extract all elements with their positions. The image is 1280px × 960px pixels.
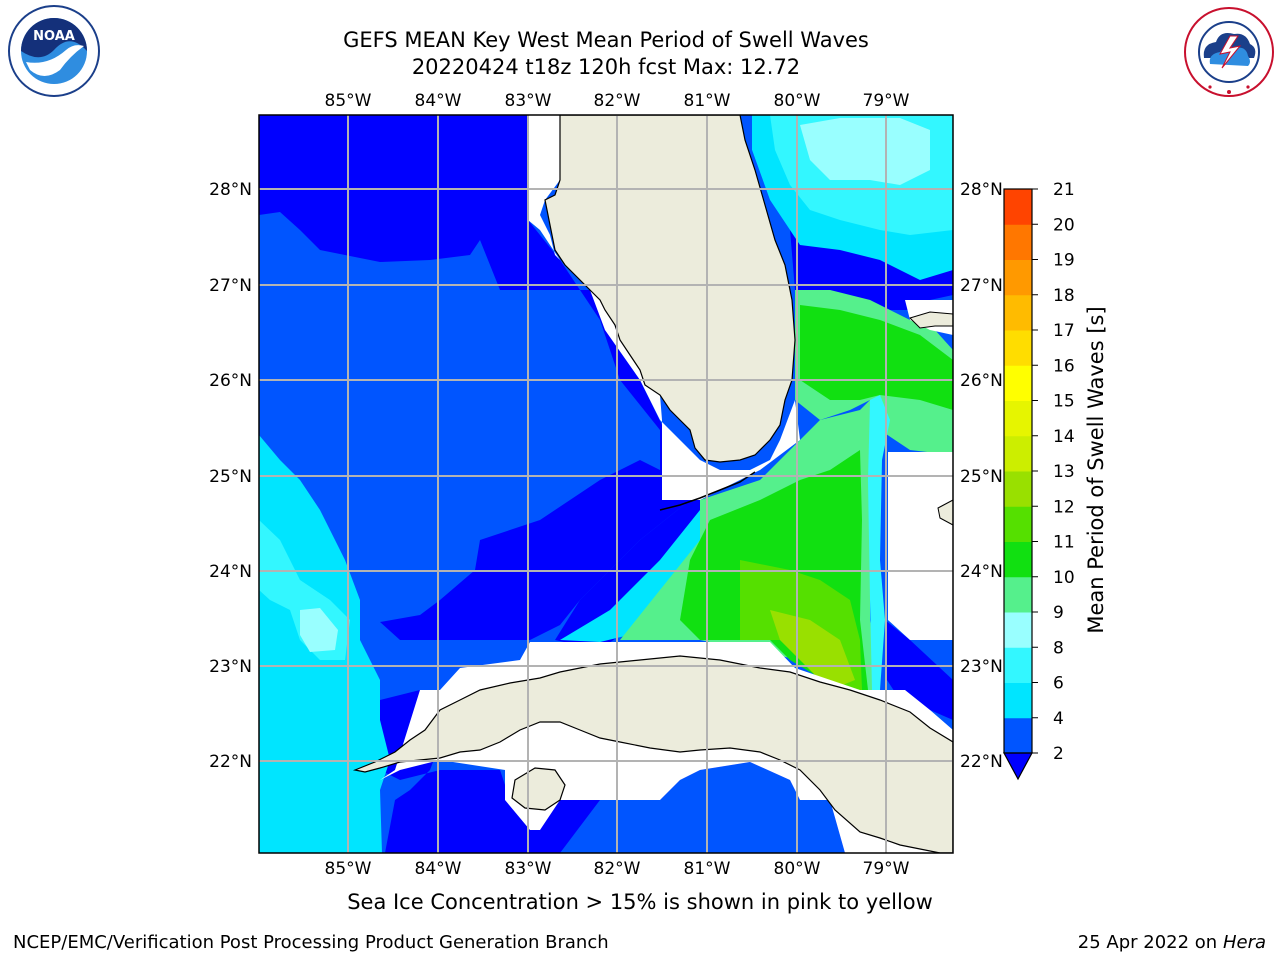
colorbar-segment: [1004, 717, 1032, 754]
florida-keys: [659, 471, 756, 511]
sea-ice-caption: Sea Ice Concentration > 15% is shown in …: [347, 890, 933, 914]
colorbar-segment: [1004, 682, 1032, 719]
lon-label-bottom: 80°W: [774, 859, 821, 879]
colorbar-tick-label: 17: [1053, 321, 1075, 341]
lat-label-right: 25°N: [960, 467, 1003, 487]
lon-label-bottom: 82°W: [594, 859, 641, 879]
colorbar-tick-label: 6: [1053, 674, 1064, 694]
colorbar-tick-label: 9: [1053, 603, 1064, 623]
footer-date: 25 Apr 2022 on Hera: [1078, 932, 1266, 953]
footer-date-text: 25 Apr 2022 on: [1077, 932, 1223, 953]
map-field: [259, 115, 953, 853]
no-data-bahamas: [888, 452, 953, 640]
colorbar: 2 4 6 8 9 10 11 12 13 14 15 16 17 18 19 20 21: [1002, 180, 1075, 781]
colorbar-segment: [1004, 471, 1032, 507]
colorbar-tick-label: 10: [1053, 568, 1075, 588]
lat-label-right: 27°N: [960, 276, 1003, 296]
colorbar-segment: [1004, 506, 1032, 542]
lat-label-right: 24°N: [960, 562, 1003, 582]
colorbar-tick-label: 8: [1053, 638, 1064, 658]
colorbar-segment: [1004, 189, 1032, 225]
lat-label-right: 23°N: [960, 657, 1003, 677]
colorbar-segment: [1004, 330, 1032, 366]
nws-logo: [1180, 6, 1278, 98]
swell-band-8-9-west: [300, 608, 338, 652]
map-title-line1: GEFS MEAN Key West Mean Period of Swell …: [343, 28, 869, 52]
colorbar-tick-label: 21: [1053, 180, 1075, 200]
lon-label-top: 79°W: [863, 91, 910, 111]
lat-label-left: 28°N: [209, 180, 252, 200]
colorbar-tick-label: 2: [1053, 744, 1064, 764]
colorbar-segment: [1004, 400, 1032, 437]
colorbar-label: Mean Period of Swell Waves [s]: [1084, 306, 1108, 634]
colorbar-segment: [1004, 224, 1032, 260]
map-title-line2: 20220424 t18z 120h fcst Max: 12.72: [411, 55, 801, 79]
colorbar-tick-label: 16: [1053, 356, 1075, 376]
swell-band-10-11-atlantic: [800, 305, 953, 410]
colorbar-tick-label: 11: [1053, 533, 1075, 553]
colorbar-tick-label: 13: [1053, 462, 1075, 482]
noaa-logo: NOAA: [4, 4, 104, 98]
lon-label-bottom: 84°W: [415, 859, 462, 879]
isla-de-la-juventud: [511, 767, 566, 811]
swell-band-12-13: [770, 610, 855, 690]
graticule: [259, 115, 953, 853]
svg-text:NOAA: NOAA: [33, 29, 75, 44]
lat-label-right: 22°N: [960, 752, 1003, 772]
colorbar-tick-label: 15: [1053, 392, 1075, 412]
lat-label-right: 28°N: [960, 180, 1003, 200]
colorbar-segment: [1004, 259, 1032, 296]
map-frame: [258, 114, 954, 854]
lat-label-right: 26°N: [960, 371, 1003, 391]
lon-label-bottom: 85°W: [325, 859, 372, 879]
lon-label-top: 85°W: [325, 91, 372, 111]
lon-label-top: 84°W: [415, 91, 462, 111]
bahamas-land: [909, 311, 953, 526]
lat-label-left: 23°N: [209, 657, 252, 677]
lon-label-top: 80°W: [774, 91, 821, 111]
colorbar-segment: [1004, 294, 1032, 331]
colorbar-tick-label: 19: [1053, 251, 1075, 271]
colorbar-tick-label: 14: [1053, 427, 1075, 447]
colorbar-under-extension: [1002, 752, 1034, 781]
colorbar-tick-label: 4: [1053, 709, 1064, 729]
colorbar-segment: [1004, 647, 1032, 683]
colorbar-segment: [1004, 365, 1032, 401]
cuba-land: [352, 655, 953, 853]
lon-label-top: 81°W: [684, 91, 731, 111]
lat-label-left: 24°N: [209, 562, 252, 582]
lat-label-left: 26°N: [209, 371, 252, 391]
colorbar-tick-label: 12: [1053, 497, 1075, 517]
lat-label-left: 22°N: [209, 752, 252, 772]
swell-band-6-8-channel: [868, 395, 890, 690]
colorbar-tick-label: 20: [1053, 215, 1075, 235]
colorbar-segment: [1004, 612, 1032, 648]
lat-label-left: 27°N: [209, 276, 252, 296]
no-data-florida-west: [528, 115, 800, 500]
footer-host: Hera: [1222, 932, 1266, 953]
colorbar-segment: [1004, 576, 1032, 613]
footer-credit: NCEP/EMC/Verification Post Processing Pr…: [13, 932, 609, 953]
swell-band-8-9-atlantic: [800, 118, 930, 185]
swell-below-2-north: [259, 115, 700, 650]
lon-label-bottom: 81°W: [684, 859, 731, 879]
florida-land: [544, 115, 796, 463]
lon-label-top: 83°W: [505, 91, 552, 111]
swell-below-2-gulf-mid: [380, 460, 690, 640]
colorbar-segment: [1004, 435, 1032, 472]
lon-label-top: 82°W: [594, 91, 641, 111]
colorbar-segment: [1004, 541, 1032, 578]
lat-label-left: 25°N: [209, 467, 252, 487]
swell-period-map: 85°W 84°W 83°W 82°W 81°W 80°W 79°W 85°W …: [209, 91, 1075, 879]
lon-label-bottom: 83°W: [505, 859, 552, 879]
colorbar-tick-label: 18: [1053, 286, 1075, 306]
lon-label-bottom: 79°W: [863, 859, 910, 879]
